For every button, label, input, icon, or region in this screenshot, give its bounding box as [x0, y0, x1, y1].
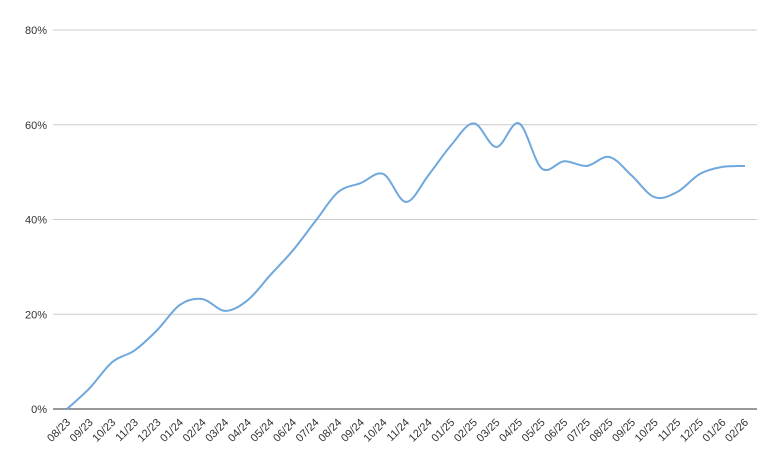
x-tick-label: 07/25: [565, 417, 593, 445]
y-tick-label: 40%: [25, 215, 47, 227]
x-tick-label: 11/25: [656, 417, 683, 444]
x-tick-label: 05/25: [520, 417, 548, 445]
x-tick-label: 10/24: [362, 417, 390, 445]
x-tick-label: 05/24: [249, 417, 277, 445]
x-tick-label: 09/25: [610, 417, 638, 445]
y-tick-label: 20%: [25, 309, 47, 321]
x-tick-label: 01/24: [158, 417, 186, 445]
x-tick-label: 01/25: [429, 417, 457, 445]
x-tick-label: 02/25: [452, 417, 480, 445]
x-tick-label: 04/24: [226, 417, 254, 445]
x-tick-label: 12/24: [407, 417, 435, 445]
x-tick-label: 08/24: [316, 417, 344, 445]
x-tick-label: 10/25: [633, 417, 661, 445]
x-tick-label: 02/26: [723, 417, 751, 445]
y-tick-label: 60%: [25, 120, 47, 132]
x-tick-label: 03/25: [475, 417, 503, 445]
x-tick-label: 12/23: [136, 417, 164, 445]
x-tick-label: 11/23: [114, 417, 141, 444]
x-tick-label: 07/24: [294, 417, 322, 445]
x-tick-label: 09/24: [339, 417, 367, 445]
x-tick-label: 01/26: [701, 417, 729, 445]
x-tick-label: 10/23: [90, 417, 118, 445]
x-tick-label: 04/25: [497, 417, 525, 445]
y-tick-label: 80%: [25, 25, 47, 37]
x-tick-label: 02/24: [181, 417, 209, 445]
x-tick-label: 06/25: [542, 417, 570, 445]
x-tick-label: 08/23: [45, 417, 73, 445]
y-tick-label: 0%: [31, 404, 47, 416]
x-tick-label: 11/24: [385, 417, 412, 444]
x-tick-label: 06/24: [271, 417, 299, 445]
line: [66, 122, 746, 410]
x-tick-label: 03/24: [203, 417, 231, 445]
x-tick-label: 08/25: [588, 417, 616, 445]
x-tick-label: 09/23: [68, 417, 96, 445]
x-tick-label: 12/25: [678, 417, 706, 445]
